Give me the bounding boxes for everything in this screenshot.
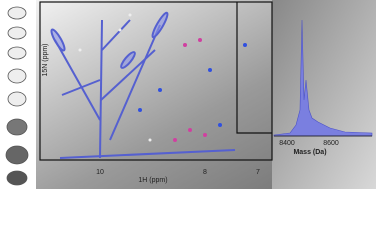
y-axis-label: 15N (ppm) (42, 43, 49, 76)
graphical-abstract: 10 8 7 1H (ppm) 15N (ppm) 8400 8600 Mass… (5, 0, 376, 189)
spectrum-tick-label: 8400 (279, 140, 295, 147)
peaks (78, 13, 247, 142)
mass-spectrum (273, 19, 373, 137)
x-axis-label: 1H (ppm) (138, 177, 167, 184)
spectrum-tick-label: 8600 (323, 140, 339, 147)
x-tick-label: 8 (203, 169, 207, 176)
icons (5, 6, 29, 186)
nmr-frame (39, 1, 273, 161)
inset-frame (236, 2, 272, 134)
spectrum-axis-label: Mass (Da) (293, 149, 326, 156)
spectrum-panel (272, 0, 376, 189)
x-tick-label: 7 (256, 169, 260, 176)
x-tick-label: 10 (96, 169, 104, 176)
plant (50, 11, 236, 159)
